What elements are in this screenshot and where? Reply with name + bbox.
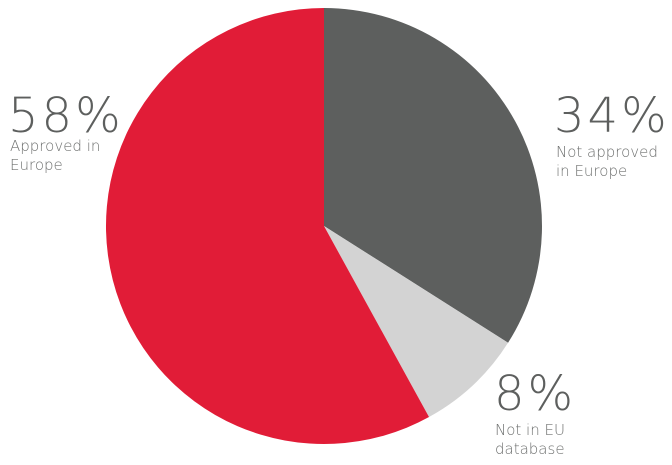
pie-slice-approved-in-europe (105, 7, 430, 445)
pie-slice-not-in-eu-database (324, 226, 509, 418)
data-label-not-in-eu-percent: 8% (494, 366, 577, 422)
data-label-not-approved-percent: 34% (554, 88, 670, 144)
data-label-approved-percent: 58% (8, 88, 124, 144)
data-label-not-approved-text: Not approved in Europe (556, 143, 658, 180)
pie-slice-not-approved-in-europe (324, 8, 542, 343)
data-label-not-in-eu-text: Not in EU database (495, 421, 565, 458)
data-label-approved-text: Approved in Europe (10, 137, 101, 174)
